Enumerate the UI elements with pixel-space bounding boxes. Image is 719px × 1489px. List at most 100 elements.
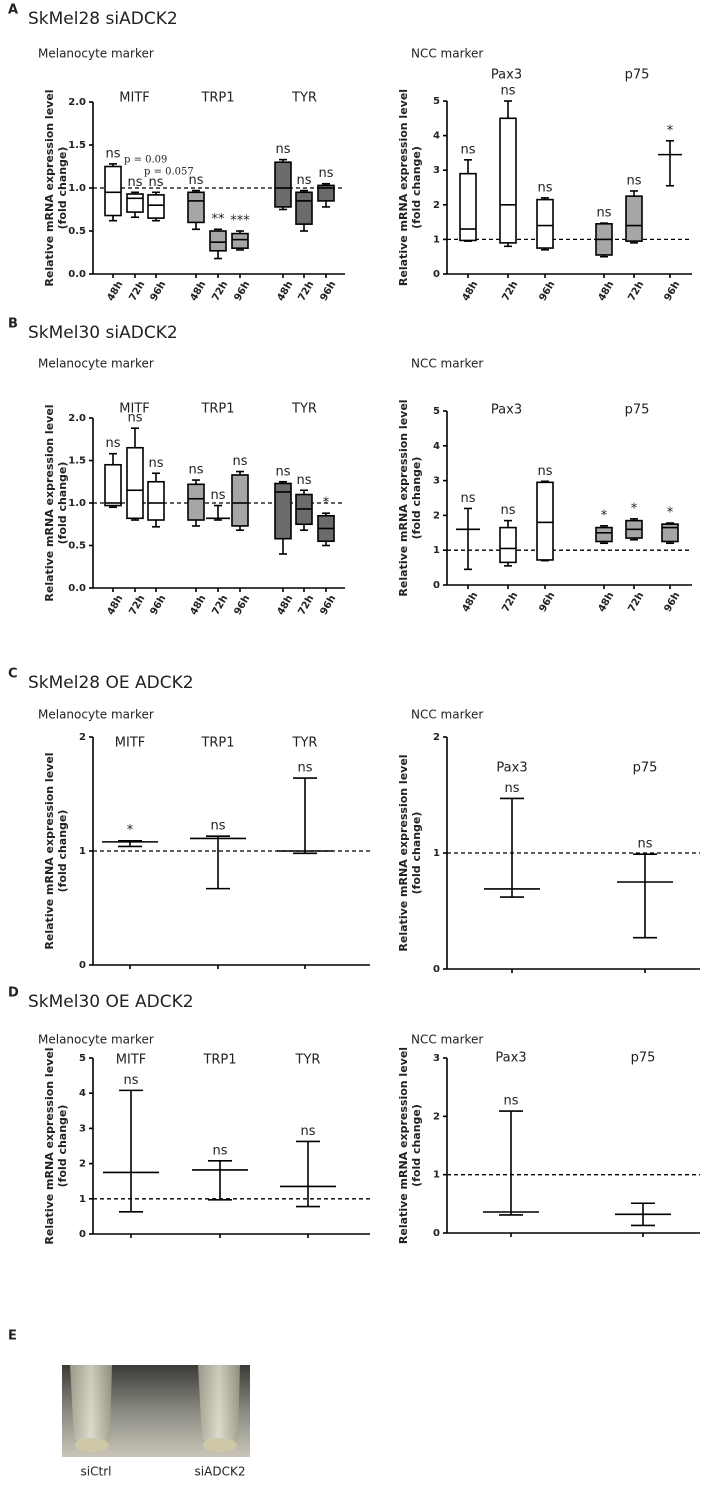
x-tick-label: 96h [318, 279, 338, 303]
y-tick-label: 3 [79, 1123, 86, 1134]
y-tick-label: 1.5 [68, 456, 86, 467]
significance-label: ns [503, 1094, 518, 1109]
y-tick-label: 4 [433, 131, 440, 142]
annotation: p = 0.057 [144, 167, 194, 178]
y-tick-label: 0 [79, 960, 86, 971]
y-tick-label: 3 [433, 165, 440, 176]
y-tick-label: 1 [433, 234, 440, 245]
y-axis-label: Relative mRNA expression level [397, 1047, 410, 1244]
box [499, 526, 517, 564]
annotation: p = 0.09 [124, 155, 167, 166]
y-tick-label: 0.0 [68, 583, 86, 594]
subtitle: NCC marker [411, 1033, 483, 1047]
box [536, 198, 554, 249]
x-tick-label: 48h [188, 279, 208, 303]
y-tick-label: 3 [433, 476, 440, 487]
x-tick-label: 48h [188, 593, 208, 617]
box [231, 232, 249, 250]
significance-label: ns [504, 781, 519, 796]
group-label: TRP1 [200, 402, 234, 417]
panel-title: SkMel28 OE ADCK2 [28, 673, 194, 693]
significance-label: ns [500, 84, 515, 99]
y-tick-label: 1.0 [68, 183, 86, 194]
significance-label: * [323, 496, 330, 511]
significance-label: ns [148, 175, 163, 190]
y-tick-label: 1.0 [68, 498, 86, 509]
subtitle: Melanocyte marker [38, 47, 154, 61]
x-tick-label: 48h [460, 279, 480, 303]
significance-label: * [631, 501, 638, 516]
y-tick-label: 0 [433, 964, 440, 975]
y-tick-label: 2 [433, 732, 440, 743]
significance-label: ns [123, 1073, 138, 1088]
y-tick-label: 1.5 [68, 140, 86, 151]
x-tick-label: 72h [626, 279, 646, 303]
box [661, 523, 679, 543]
panel-label: A [8, 3, 18, 18]
significance-label: ns [148, 456, 163, 471]
significance-label: ns [500, 503, 515, 518]
significance-label: *** [230, 214, 250, 229]
y-tick-label: 5 [433, 96, 440, 107]
y-tick-label: 0 [433, 1228, 440, 1239]
group-label: TYR [291, 91, 317, 106]
y-tick-label: 5 [79, 1053, 86, 1064]
y-tick-label: 2 [433, 510, 440, 521]
box [459, 172, 477, 242]
y-tick-label: 0.5 [68, 226, 86, 237]
subtitle: Melanocyte marker [38, 708, 154, 722]
box [595, 526, 613, 543]
tube [198, 1365, 240, 1449]
y-tick-label: 1 [79, 1194, 86, 1205]
significance-label: * [667, 123, 674, 138]
x-tick-label: 48h [105, 279, 125, 303]
y-axis-label: Relative mRNA expression level [43, 404, 56, 601]
y-axis-label: (fold change) [56, 1105, 69, 1188]
y-tick-label: 1 [433, 848, 440, 859]
y-tick-label: 0.0 [68, 269, 86, 280]
y-tick-label: 2 [79, 732, 86, 743]
y-axis-label: (fold change) [410, 457, 423, 540]
significance-label: * [601, 508, 608, 523]
x-tick-label: 96h [662, 279, 682, 303]
group-label: MITF [116, 1053, 146, 1068]
x-tick-label: 48h [105, 593, 125, 617]
box [147, 480, 165, 521]
subtitle: Melanocyte marker [38, 1033, 154, 1047]
box [126, 446, 144, 520]
y-tick-label: 2 [79, 1159, 86, 1170]
significance-label: ns [296, 473, 311, 488]
x-tick-label: 48h [596, 279, 616, 303]
box [147, 194, 165, 219]
group-label: TRP1 [200, 91, 234, 106]
box [104, 165, 122, 217]
box [625, 195, 643, 242]
x-tick-label: 48h [596, 590, 616, 614]
group-label: p75 [631, 1051, 656, 1066]
y-tick-label: 2 [433, 1111, 440, 1122]
pellet [75, 1438, 109, 1452]
panel-title: SkMel30 siADCK2 [28, 323, 178, 343]
significance-label: ns [297, 761, 312, 776]
box [126, 193, 144, 213]
group-label: TYR [295, 1053, 321, 1068]
x-tick-label: 96h [148, 279, 168, 303]
x-tick-label: 96h [232, 279, 252, 303]
box [295, 191, 313, 225]
panel-title: SkMel28 siADCK2 [28, 9, 178, 29]
significance-label: ns [637, 837, 652, 852]
y-tick-label: 0 [433, 269, 440, 280]
x-tick-label: 72h [127, 593, 147, 617]
panel-label: E [8, 1329, 17, 1344]
significance-label: ns [127, 175, 142, 190]
x-tick-label: 96h [148, 593, 168, 617]
group-label: Pax3 [495, 1051, 526, 1066]
box [104, 463, 122, 507]
significance-label: ns [275, 464, 290, 479]
y-tick-label: 4 [79, 1088, 86, 1099]
y-axis-label: (fold change) [410, 146, 423, 229]
y-axis-label: Relative mRNA expression level [43, 1047, 56, 1244]
significance-label: ns [105, 436, 120, 451]
